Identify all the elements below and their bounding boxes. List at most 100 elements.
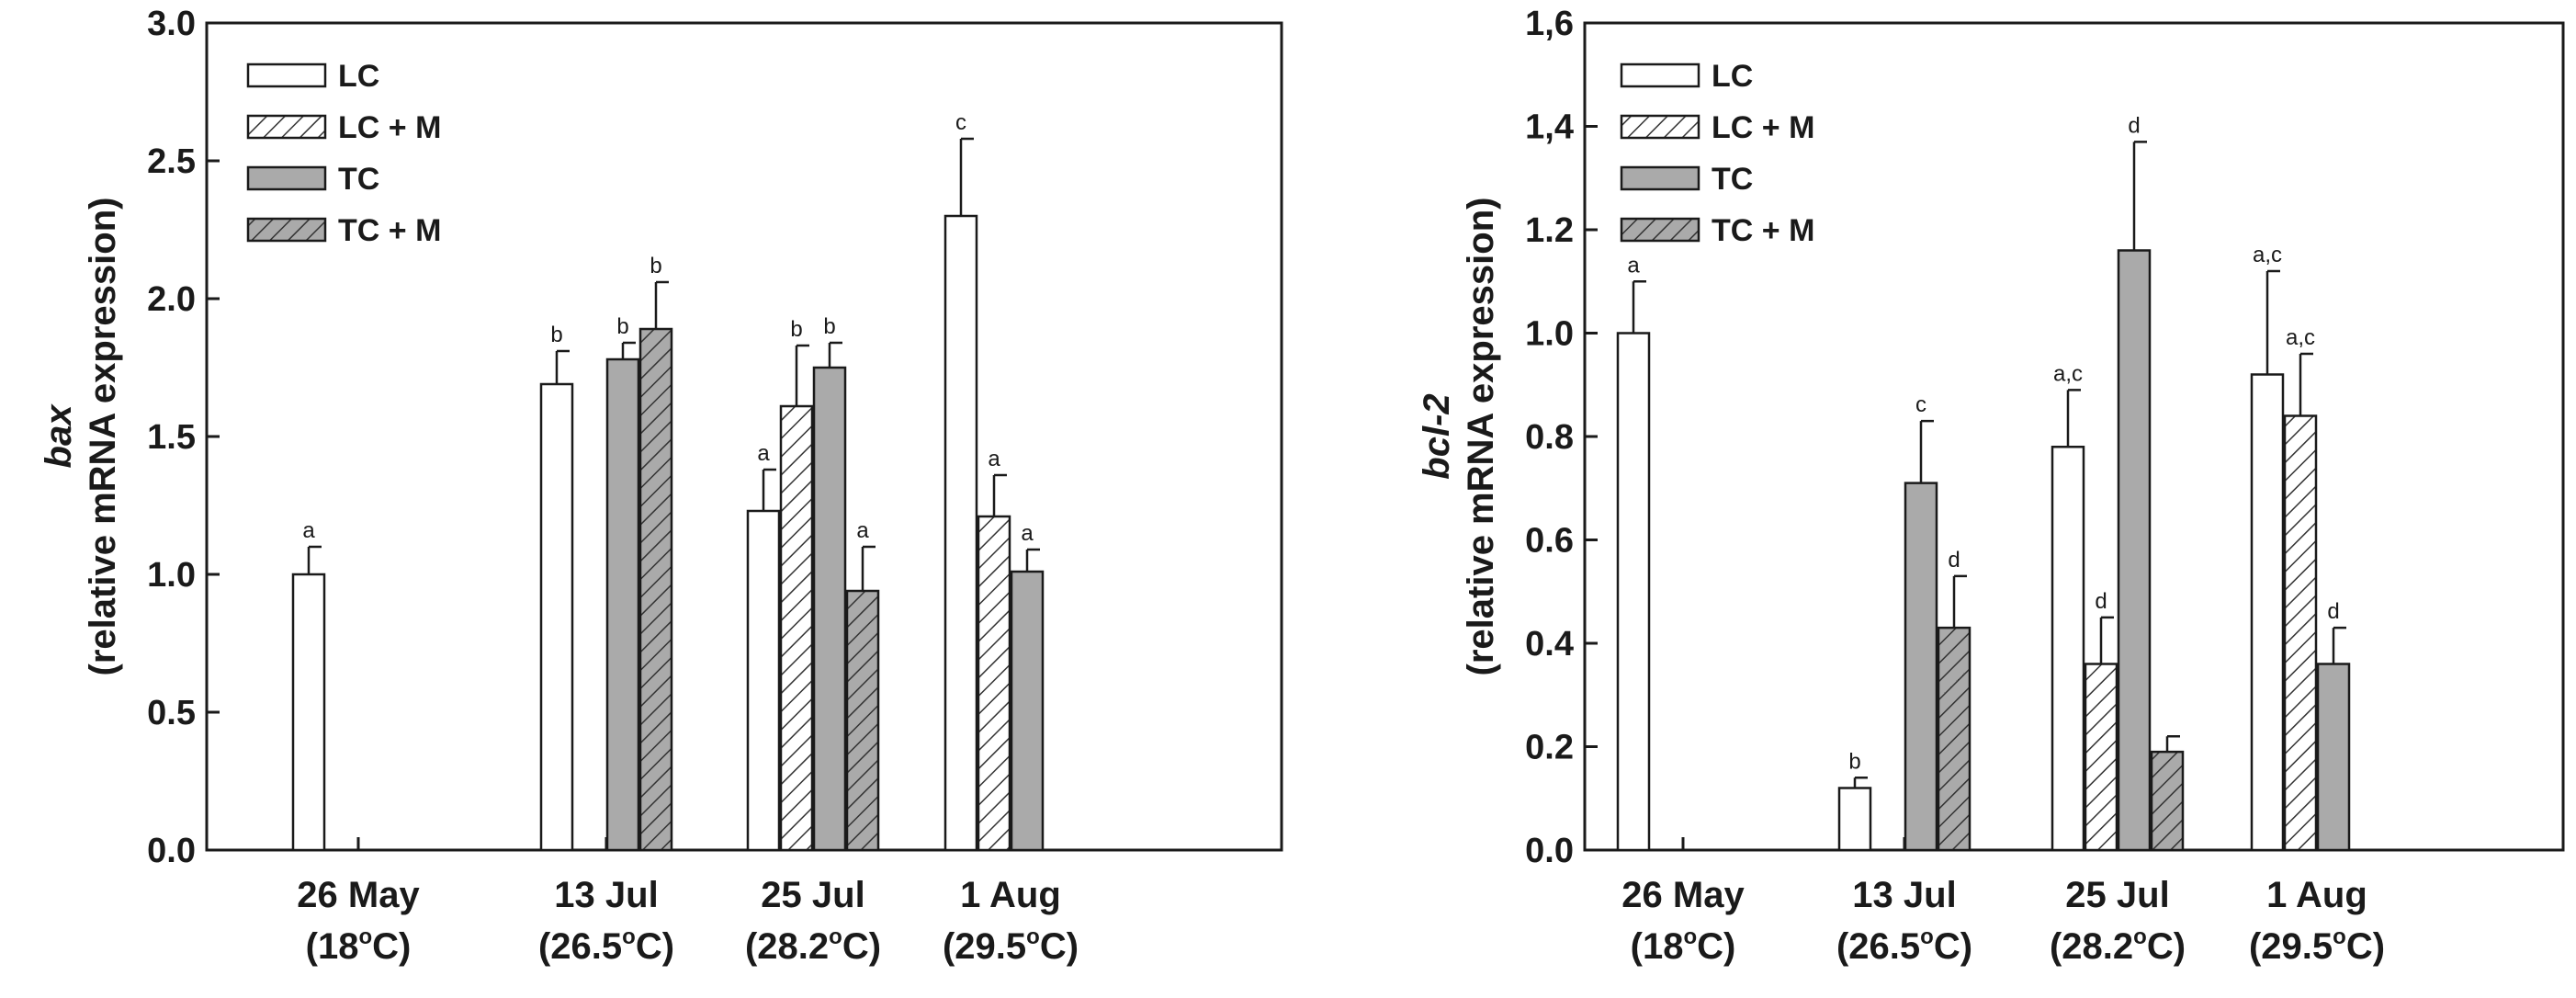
degree-symbol: o	[358, 924, 372, 949]
bar	[638, 327, 673, 852]
significance-label: a	[1627, 253, 1640, 278]
degree-symbol: o	[1026, 924, 1040, 949]
significance-label: b	[616, 314, 628, 339]
temperature-unit: C)	[2147, 926, 2186, 967]
legend-label: LC	[1712, 59, 1753, 94]
category-label: 1 Aug	[960, 875, 1061, 915]
significance-label: a	[1021, 521, 1034, 546]
bar	[1616, 332, 1651, 852]
significance-label: a	[302, 518, 315, 543]
bar	[1010, 570, 1045, 852]
significance-label: d	[2128, 113, 2140, 138]
category-temperature: (29.5oC)	[2249, 924, 2385, 967]
legend-swatch	[246, 217, 327, 243]
category-temperature: (28.2oC)	[2050, 924, 2186, 967]
legend-label: LC + M	[1712, 110, 1814, 145]
bar	[812, 366, 847, 852]
legend-label: LC	[338, 59, 379, 94]
bcl2-chart: 0.0 0.2 0.4 0.6 0.8 1.0 1.2 1,4 1,6 bcl-2 (relativ…	[1417, 5, 2565, 967]
bar	[779, 404, 814, 852]
significance-label: a	[757, 441, 770, 466]
legend-swatch	[1620, 165, 1700, 191]
category-temperature: (26.5oC)	[1836, 924, 1972, 967]
degree-symbol: o	[2133, 924, 2147, 949]
legend-label: TC + M	[1712, 213, 1814, 248]
significance-label: b	[1848, 749, 1860, 774]
significance-label: a,c	[2286, 325, 2315, 350]
y-tick-label: 0.8	[1525, 418, 1574, 457]
temperature-value: (29.5	[2249, 926, 2333, 967]
bar	[1937, 626, 1972, 852]
temperature-value: (28.2	[745, 926, 829, 967]
legend-swatch	[246, 114, 327, 140]
significance-label: d	[2095, 589, 2107, 614]
bax-chart: 0.0 0.5 1.0 1.5 2.0 2.5 3.0 bax (relative mRNA e…	[39, 5, 1283, 967]
y-tick-label: 0.0	[1525, 832, 1574, 870]
significance-label: d	[2327, 599, 2339, 624]
legend-label: TC	[338, 162, 379, 197]
y-axis-title-unit: (relative mRNA expression)	[1461, 198, 1501, 676]
category-label: 1 Aug	[2266, 875, 2367, 915]
temperature-unit: C)	[1934, 926, 1972, 967]
temperature-unit: C)	[842, 926, 881, 967]
legend-label: LC + M	[338, 110, 441, 145]
temperature-value: (29.5	[943, 926, 1026, 967]
category-temperature: (28.2oC)	[745, 924, 881, 967]
bar	[2150, 750, 2185, 852]
bar	[539, 382, 574, 852]
y-tick-label: 1.2	[1525, 211, 1574, 250]
legend-swatch	[246, 165, 327, 191]
temperature-unit: C)	[1040, 926, 1079, 967]
bar	[605, 357, 640, 852]
bar	[2084, 663, 2118, 852]
y-tick-label: 1,4	[1525, 108, 1574, 147]
temperature-value: (26.5	[1836, 926, 1920, 967]
y-tick-label: 2.0	[147, 280, 196, 319]
category-label: 25 Jul	[761, 875, 864, 915]
temperature-unit: C)	[636, 926, 674, 967]
bar	[1904, 482, 1938, 852]
category-temperature: (18oC)	[306, 924, 412, 967]
bar	[2316, 663, 2351, 852]
significance-label: b	[650, 254, 661, 278]
y-tick-label: 1,6	[1525, 5, 1574, 43]
significance-label: b	[790, 317, 802, 342]
y-tick-label: 2.5	[147, 142, 196, 181]
y-tick-label: 3.0	[147, 5, 196, 43]
category-label: 13 Jul	[1852, 875, 1956, 915]
degree-symbol: o	[829, 924, 842, 949]
degree-symbol: o	[2333, 924, 2346, 949]
legend-swatch	[1620, 217, 1700, 243]
y-tick-label: 0.0	[147, 832, 196, 870]
y-axis-title-gene: bcl-2	[1417, 393, 1457, 479]
legend-swatch	[1620, 114, 1700, 140]
bar	[291, 573, 326, 852]
bar	[2117, 249, 2152, 852]
legend-swatch	[1620, 62, 1700, 88]
temperature-value: (28.2	[2050, 926, 2133, 967]
category-temperature: (29.5oC)	[943, 924, 1079, 967]
bar	[746, 509, 781, 852]
bar	[2051, 446, 2085, 852]
significance-label: b	[550, 323, 562, 347]
category-label: 26 May	[1621, 875, 1745, 915]
bar	[977, 515, 1011, 852]
y-tick-label: 1.0	[147, 556, 196, 595]
significance-label: b	[823, 314, 835, 339]
y-tick-label: 0.5	[147, 694, 196, 732]
significance-label: a,c	[2053, 361, 2083, 386]
bar	[845, 589, 880, 852]
significance-label: a,c	[2253, 243, 2282, 267]
category-temperature: (26.5oC)	[538, 924, 674, 967]
category-label: 13 Jul	[554, 875, 658, 915]
category-label: 26 May	[297, 875, 420, 915]
y-axis-title-unit: (relative mRNA expression)	[83, 198, 123, 676]
legend-label: TC	[1712, 162, 1753, 197]
category-temperature: (18oC)	[1631, 924, 1736, 967]
bar	[1837, 787, 1872, 852]
degree-symbol: o	[1920, 924, 1934, 949]
degree-symbol: o	[622, 924, 636, 949]
y-tick-label: 0.6	[1525, 522, 1574, 561]
temperature-unit: C)	[1697, 926, 1735, 967]
